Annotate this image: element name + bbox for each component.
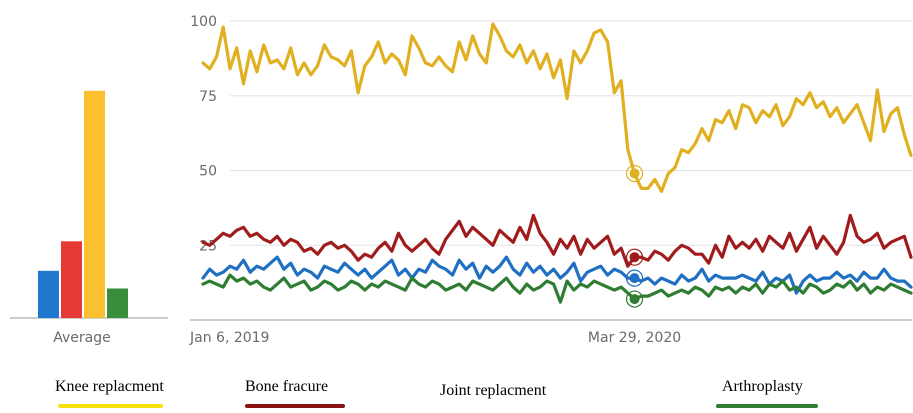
highlight-markers [625,164,644,308]
highlight-point-knee-replacment [629,168,640,179]
legend-label-joint-replacment: Joint replacment [440,382,547,399]
y-tick-label: 50 [199,164,217,180]
legend-label-bone-fracure: Bone fracure [245,378,329,395]
highlight-ring-joint-replacment [625,269,644,287]
average-bar-panel: Average [10,90,168,346]
average-bar-arthroplasty [107,288,128,318]
legend-swatch-bone-fracure [245,404,345,408]
legend-swatch-knee-replacment [58,404,163,408]
average-bar-knee-replacment [84,90,105,318]
highlight-point-bone-fracure [629,252,640,263]
y-tick-label: 100 [190,14,217,30]
x-axis-ticks: Jan 6, 2019 Mar 29, 2020 [189,330,681,346]
legend-swatch-arthroplasty [716,404,818,408]
series-line-arthroplasty [201,273,913,304]
average-bar-bone-fracure [61,241,82,318]
y-tick-label: 75 [199,89,217,105]
series-line-knee-replacment [201,22,913,193]
highlight-ring-arthroplasty [625,290,644,308]
average-bar-joint-replacment [38,270,59,318]
series-line-bone-fracure [201,213,913,268]
x-tick-label: Jan 6, 2019 [189,330,269,346]
highlight-ring-bone-fracure [625,248,644,266]
x-tick-label: Mar 29, 2020 [588,330,681,346]
series-line-joint-replacment [201,255,913,295]
legend-label-knee-replacment: Knee replacment [55,378,164,395]
highlight-point-joint-replacment [629,273,640,284]
series-lines [201,22,913,304]
highlight-ring-knee-replacment [625,164,644,183]
average-label: Average [53,330,111,346]
highlight-point-arthroplasty [629,294,640,305]
legend-label-arthroplasty: Arthroplasty [722,378,803,395]
